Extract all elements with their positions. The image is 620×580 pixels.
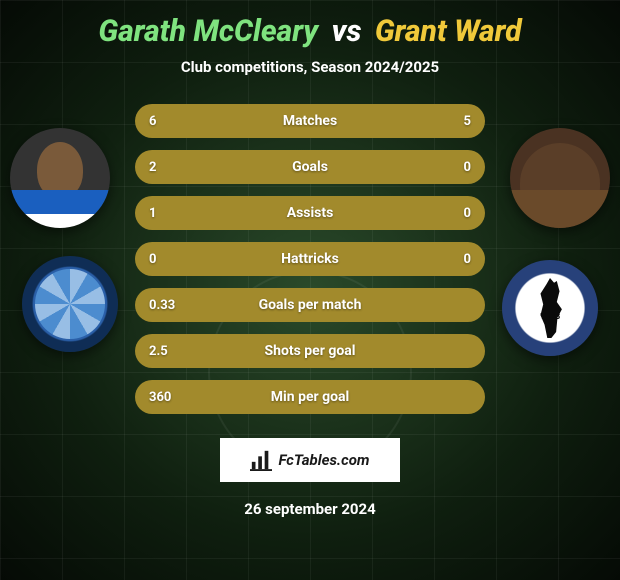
stat-value-right: 5 bbox=[464, 104, 471, 138]
title-player2: Grant Ward bbox=[375, 14, 522, 49]
stat-label: Matches bbox=[283, 113, 337, 129]
stat-row: 0.33 Goals per match bbox=[135, 288, 485, 322]
stat-row: 2.5 Shots per goal bbox=[135, 334, 485, 368]
avatar-shirt-icon bbox=[10, 190, 110, 228]
title-player1: Garath McCleary bbox=[98, 14, 318, 49]
stat-label: Assists bbox=[287, 205, 334, 221]
player1-club-crest bbox=[22, 256, 118, 352]
stat-label: Min per goal bbox=[271, 389, 349, 405]
stat-value-right: 0 bbox=[464, 242, 471, 276]
logo-wordmark: FcTables.com bbox=[278, 451, 369, 469]
stat-row: 0 Hattricks 0 bbox=[135, 242, 485, 276]
avatar-shirt-icon bbox=[510, 190, 610, 228]
title-vs: vs bbox=[332, 14, 362, 49]
source-logo: FcTables.com bbox=[220, 438, 400, 482]
stat-label: Goals bbox=[292, 159, 328, 175]
stat-value-left: 2.5 bbox=[149, 334, 168, 368]
stat-row: 360 Min per goal bbox=[135, 380, 485, 414]
stat-label: Hattricks bbox=[281, 251, 339, 267]
subtitle: Club competitions, Season 2024/2025 bbox=[0, 58, 620, 76]
stat-value-left: 6 bbox=[149, 104, 156, 138]
stat-label: Shots per goal bbox=[265, 343, 356, 359]
stat-label: Goals per match bbox=[259, 297, 362, 313]
generation-date: 26 september 2024 bbox=[0, 500, 620, 518]
crest-silhouette-icon bbox=[533, 278, 567, 338]
stat-value-left: 2 bbox=[149, 150, 156, 184]
stat-row: 1 Assists 0 bbox=[135, 196, 485, 230]
bar-chart-icon bbox=[250, 449, 272, 471]
stat-row: 6 Matches 5 bbox=[135, 104, 485, 138]
stat-value-left: 0.33 bbox=[149, 288, 175, 322]
stat-value-left: 1 bbox=[149, 196, 156, 230]
page-title: Garath McCleary vs Grant Ward bbox=[0, 14, 620, 50]
stat-value-right: 0 bbox=[464, 150, 471, 184]
player1-avatar bbox=[10, 128, 110, 228]
stat-value-right: 0 bbox=[464, 196, 471, 230]
stat-row: 2 Goals 0 bbox=[135, 150, 485, 184]
stat-value-left: 0 bbox=[149, 242, 156, 276]
player2-avatar bbox=[510, 128, 610, 228]
stat-value-left: 360 bbox=[149, 380, 171, 414]
player2-club-crest: 1883 bbox=[502, 260, 598, 356]
crest-year: 1883 bbox=[540, 312, 561, 322]
content-wrapper: Garath McCleary vs Grant Ward Club compe… bbox=[0, 0, 620, 580]
